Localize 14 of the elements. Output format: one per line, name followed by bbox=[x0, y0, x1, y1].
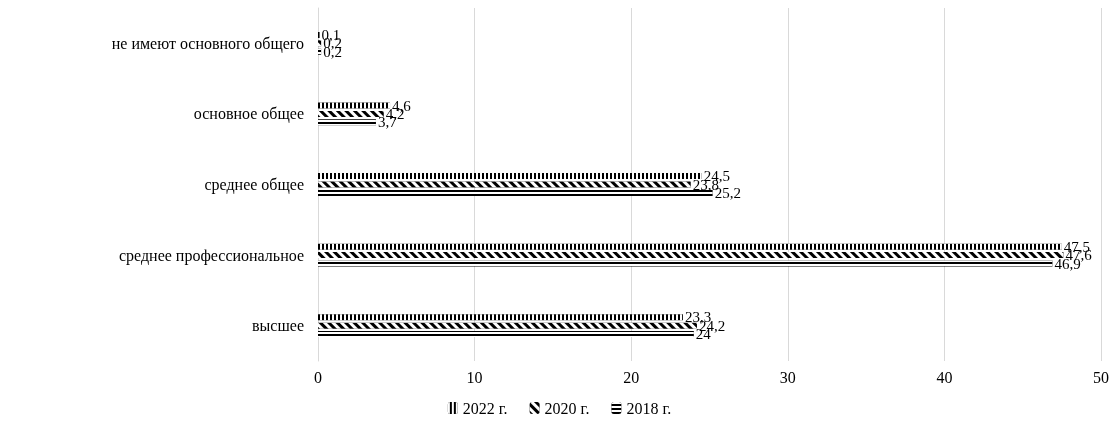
y-tick-label: среднее общее bbox=[204, 176, 304, 194]
x-tick-label: 20 bbox=[623, 368, 640, 386]
x-tick-label: 0 bbox=[314, 368, 322, 386]
legend-label: 2018 г. bbox=[626, 399, 672, 417]
x-tick-label: 10 bbox=[466, 368, 483, 386]
y-tick-label: высшее bbox=[252, 317, 304, 335]
y-tick-label: среднее профессиональное bbox=[118, 246, 304, 265]
y-tick-label: не имеют основного общего bbox=[111, 34, 304, 53]
y-tick-label: основное общее bbox=[193, 105, 304, 124]
x-tick-label: 30 bbox=[779, 368, 796, 386]
legend-label: 2020 г. bbox=[544, 399, 590, 417]
legend-label: 2022 г. bbox=[462, 399, 508, 417]
x-tick-label: 40 bbox=[936, 368, 953, 386]
x-tick-label: 50 bbox=[1093, 368, 1109, 386]
